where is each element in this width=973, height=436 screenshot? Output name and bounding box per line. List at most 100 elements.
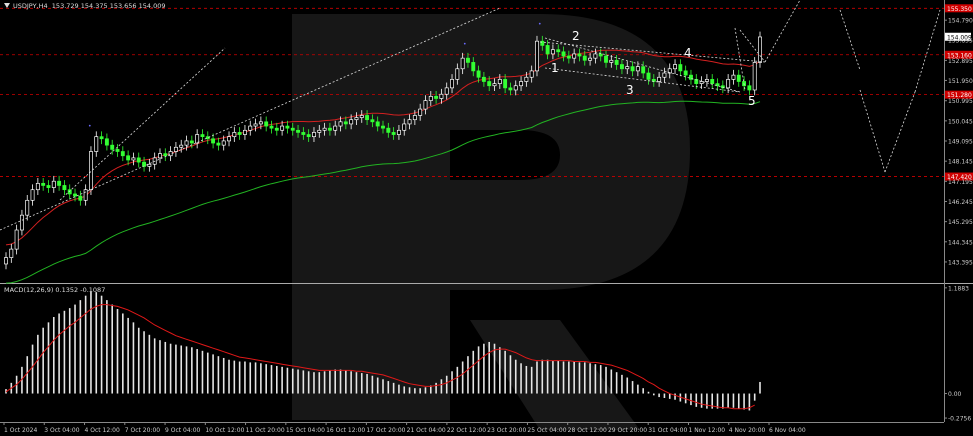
chart-header: USDJPY,H4 153.729 154.375 153.656 154.00… — [4, 2, 166, 10]
candle — [460, 57, 465, 70]
candle — [752, 62, 757, 91]
candle — [715, 83, 720, 87]
time-tick-label: 6 Nov 04:00 — [769, 427, 806, 434]
candle — [524, 76, 529, 82]
trend-line — [734, 27, 746, 91]
candle — [588, 57, 593, 61]
candle — [428, 96, 433, 101]
candle — [561, 51, 566, 57]
candle — [205, 136, 210, 140]
candle — [264, 121, 269, 127]
time-tick-label: 1 Oct 2024 — [4, 427, 37, 434]
fractal-marker: • — [463, 41, 467, 48]
candle — [391, 132, 396, 135]
candle — [248, 125, 253, 131]
price-tick-label: 151.950 — [948, 78, 973, 85]
candle — [439, 93, 444, 99]
candle — [19, 214, 24, 231]
candle — [35, 182, 40, 191]
ohlc-readout: 153.729 154.375 153.656 154.009 — [51, 2, 166, 10]
wave-label: 4 — [684, 46, 692, 60]
candle — [412, 115, 417, 121]
price-tick-label: 150.045 — [948, 118, 973, 125]
candle — [444, 87, 449, 95]
collapse-arrow-icon[interactable] — [4, 3, 10, 8]
candle — [471, 62, 476, 72]
candle — [540, 40, 545, 46]
red-moving-average — [5, 49, 761, 246]
candle — [131, 157, 136, 161]
candle — [450, 79, 454, 89]
candle — [232, 132, 237, 138]
wave-label: 1 — [551, 61, 559, 75]
candle — [327, 127, 332, 131]
candle — [211, 138, 216, 144]
candle — [381, 125, 385, 129]
time-tick-label: 11 Oct 20:00 — [246, 427, 285, 434]
level-label: 153.160 — [947, 52, 972, 59]
candle — [258, 121, 263, 125]
candle — [566, 55, 571, 59]
candle — [673, 64, 677, 70]
candle — [104, 138, 109, 146]
candle — [221, 140, 226, 146]
candle — [136, 157, 141, 163]
level-tag — [945, 4, 973, 13]
candle — [683, 70, 688, 76]
candle — [120, 151, 125, 157]
candle — [689, 74, 693, 80]
current-price-tag — [945, 32, 971, 41]
candle — [110, 144, 115, 150]
candle — [184, 140, 189, 146]
time-tick-label: 1 Nov 12:00 — [688, 427, 725, 434]
candle — [434, 96, 439, 99]
candle — [242, 129, 247, 135]
candle — [747, 85, 752, 91]
candle — [423, 100, 428, 110]
candle — [57, 180, 62, 186]
time-tick-label: 17 Oct 20:00 — [366, 427, 405, 434]
macd-label: MACD(12,26,9) 0.1352 -0.1087 — [4, 286, 106, 294]
price-tick-label: 145.295 — [948, 219, 973, 226]
candle — [678, 64, 683, 72]
candle — [322, 127, 327, 131]
candle — [699, 81, 704, 84]
candle — [508, 87, 513, 91]
candle — [349, 119, 354, 125]
candle — [46, 185, 51, 188]
candle — [370, 119, 375, 123]
candle — [625, 66, 630, 70]
candle — [609, 59, 614, 63]
price-tick-label: 147.195 — [948, 179, 973, 186]
candle — [30, 189, 35, 201]
candle — [285, 125, 290, 129]
price-tick-label: 152.895 — [948, 58, 973, 65]
price-tick-label: 143.395 — [948, 259, 973, 266]
candle — [73, 193, 77, 197]
trend-line — [539, 41, 766, 63]
candle — [269, 125, 274, 129]
trend-line — [739, 29, 766, 63]
candle — [630, 66, 635, 72]
candle — [163, 153, 168, 157]
price-tick-label: 154.790 — [948, 18, 973, 25]
candle — [582, 55, 587, 61]
time-tick-label: 15 Oct 04:00 — [286, 427, 325, 434]
price-tick-label: 150.995 — [948, 98, 973, 105]
candle — [317, 129, 322, 133]
time-tick-label: 29 Oct 20:00 — [608, 427, 647, 434]
candle — [481, 76, 486, 82]
candle — [147, 163, 152, 167]
candle — [14, 229, 19, 250]
candle — [593, 53, 598, 59]
level-label: 155.350 — [947, 6, 972, 13]
candle — [614, 59, 619, 65]
macd-tick-label: 1.1883 — [948, 285, 969, 292]
candle — [343, 121, 348, 125]
candle — [89, 151, 93, 191]
candle — [9, 248, 14, 258]
candle — [173, 146, 178, 152]
candle — [189, 140, 194, 144]
time-tick-label: 7 Oct 20:00 — [125, 427, 160, 434]
candle — [237, 132, 242, 135]
